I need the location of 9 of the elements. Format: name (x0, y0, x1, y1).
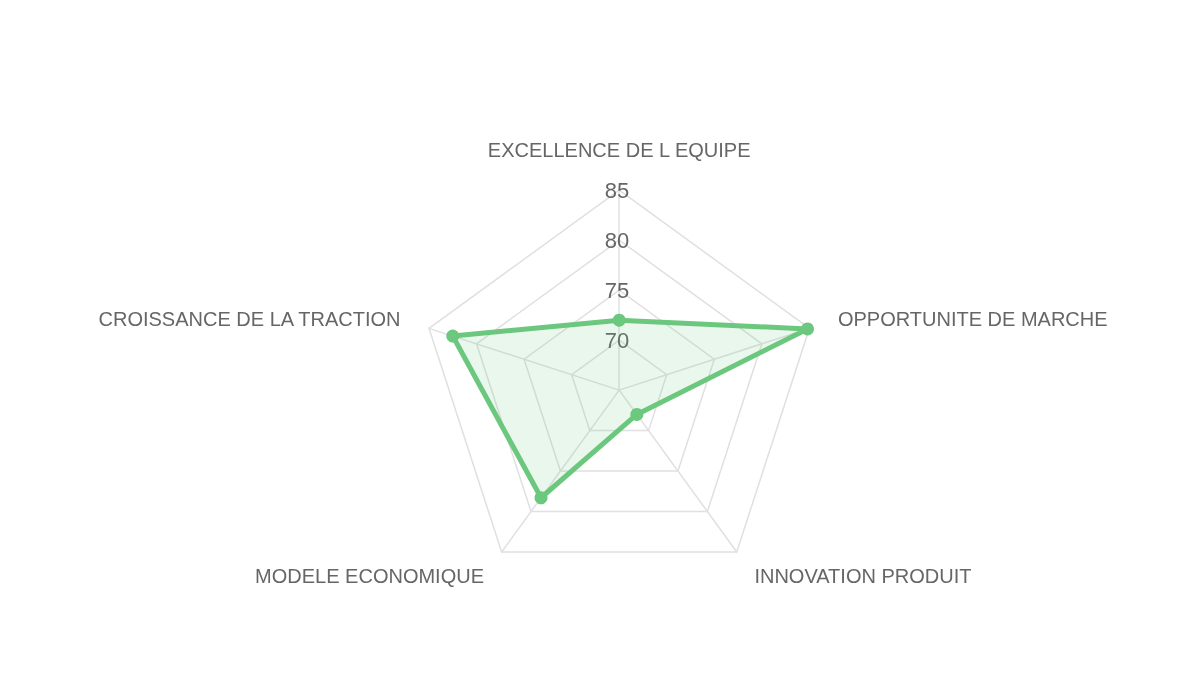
spoke-label: EXCELLENCE DE L EQUIPE (487, 139, 751, 162)
spoke-label: INNOVATION PRODUIT (754, 565, 972, 588)
y-tick-label: 80 (604, 227, 630, 253)
spoke-label: MODELE ECONOMIQUE (255, 565, 485, 588)
y-tick-label: 75 (604, 277, 630, 303)
spoke-label: OPPORTUNITE DE MARCHE (837, 308, 1108, 331)
y-tick-label: 85 (604, 177, 630, 203)
y-tick-label: 70 (604, 327, 630, 353)
spoke-label: CROISSANCE DE LA TRACTION (98, 308, 401, 331)
